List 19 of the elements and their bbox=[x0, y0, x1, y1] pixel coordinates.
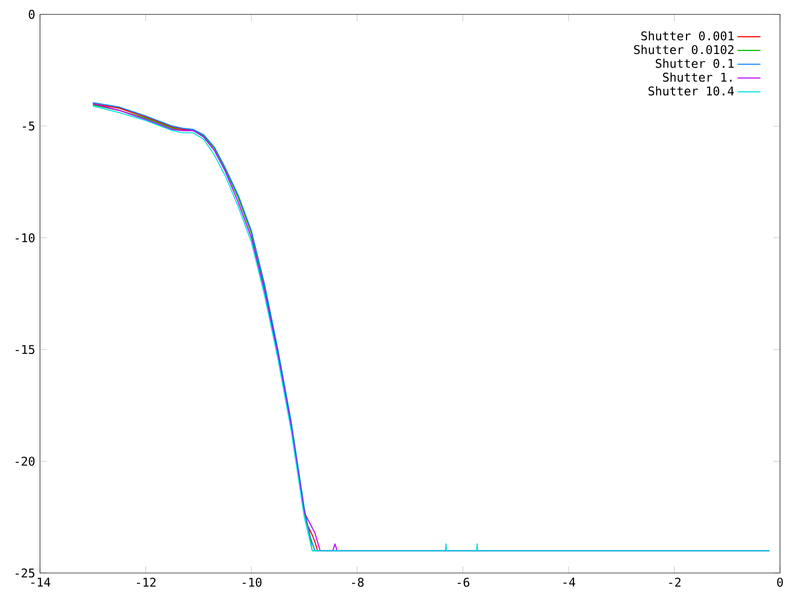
legend-label: Shutter 0.001 bbox=[641, 31, 734, 40]
legend-label: Shutter 1. bbox=[663, 72, 732, 82]
legend-label: Shutter 0.1 bbox=[656, 58, 734, 68]
legend-label: Shutter 0.0102 bbox=[634, 44, 734, 54]
y-tick-label: -15 bbox=[16, 345, 34, 354]
x-tick-label: -8 bbox=[352, 578, 364, 587]
x-tick-label: 0 bbox=[777, 578, 783, 587]
y-tick-label: -10 bbox=[16, 233, 35, 242]
legend-label: Shutter 10.4 bbox=[648, 86, 734, 96]
y-tick-label: -20 bbox=[16, 456, 35, 466]
x-tick-label: -2 bbox=[669, 578, 680, 587]
x-tick-label: -12 bbox=[136, 578, 156, 587]
y-tick-label: 0 bbox=[28, 10, 35, 19]
x-tick-label: -14 bbox=[31, 578, 50, 586]
y-tick-label: -5 bbox=[22, 122, 34, 131]
x-tick-label: -6 bbox=[458, 578, 470, 587]
x-tick-label: -4 bbox=[563, 578, 576, 586]
y-tick-label: -25 bbox=[16, 568, 34, 578]
x-tick-label: -10 bbox=[242, 578, 262, 587]
